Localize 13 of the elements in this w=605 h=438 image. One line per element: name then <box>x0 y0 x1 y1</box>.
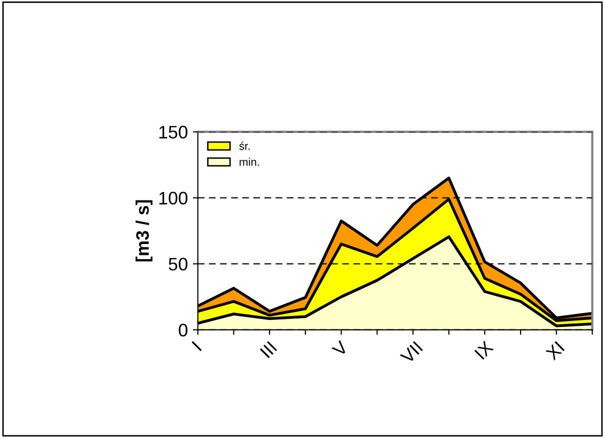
x-tick-label: IX <box>474 340 494 360</box>
y-tick-label: 100 <box>159 192 188 205</box>
legend-label: śr. <box>239 142 250 150</box>
x-tick-label: I <box>192 341 202 352</box>
y-tick-label: 0 <box>178 324 188 337</box>
x-tick-label: VII <box>400 341 423 364</box>
x-tick-label: V <box>332 340 349 358</box>
legend-label: min. <box>240 158 259 166</box>
y-tick-label: 50 <box>168 258 188 271</box>
x-tick-label: XI <box>545 341 565 361</box>
y-axis-title: [m3 / s] <box>136 200 152 262</box>
x-tick-label: III <box>260 341 277 358</box>
y-tick-label: 150 <box>159 126 188 139</box>
